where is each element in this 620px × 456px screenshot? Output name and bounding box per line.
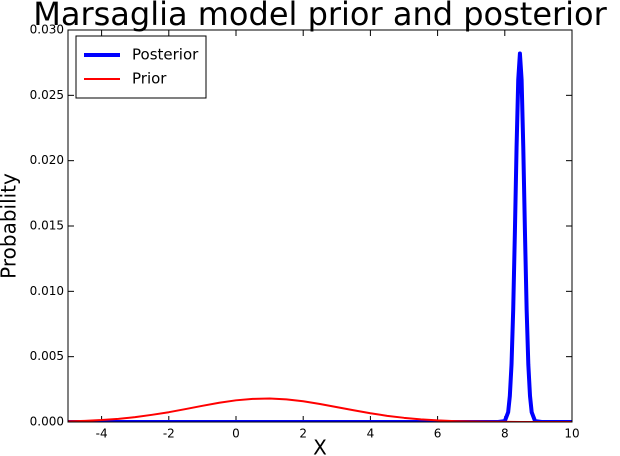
y-tick-label: 0.010 <box>30 284 64 298</box>
x-tick-label: 4 <box>367 427 375 441</box>
y-tick-label: 0.000 <box>30 415 64 429</box>
y-tick-label: 0.005 <box>30 349 64 363</box>
x-tick-label: 2 <box>299 427 307 441</box>
legend-label: Posterior <box>132 46 199 64</box>
x-tick-label: 10 <box>564 427 579 441</box>
x-axis-label: X <box>313 436 327 456</box>
y-tick-label: 0.025 <box>30 88 64 102</box>
y-tick-label: 0.015 <box>30 219 64 233</box>
y-axis-label: Probability <box>0 173 21 279</box>
y-tick-label: 0.020 <box>30 153 64 167</box>
y-tick-label: 0.030 <box>30 23 64 37</box>
series-line <box>68 397 572 422</box>
chart-title: Marsaglia model prior and posterior <box>33 0 607 33</box>
x-tick-label: -2 <box>163 427 175 441</box>
x-tick-label: 6 <box>434 427 442 441</box>
legend-box <box>75 35 207 99</box>
legend: Posterior Prior <box>75 35 207 99</box>
legend-label: Prior <box>132 70 167 88</box>
series-line <box>68 51 572 422</box>
plot-frame <box>67 29 573 423</box>
x-tick-label: 8 <box>501 427 509 441</box>
x-tick-label: -4 <box>96 427 108 441</box>
x-tick-label: 0 <box>232 427 240 441</box>
